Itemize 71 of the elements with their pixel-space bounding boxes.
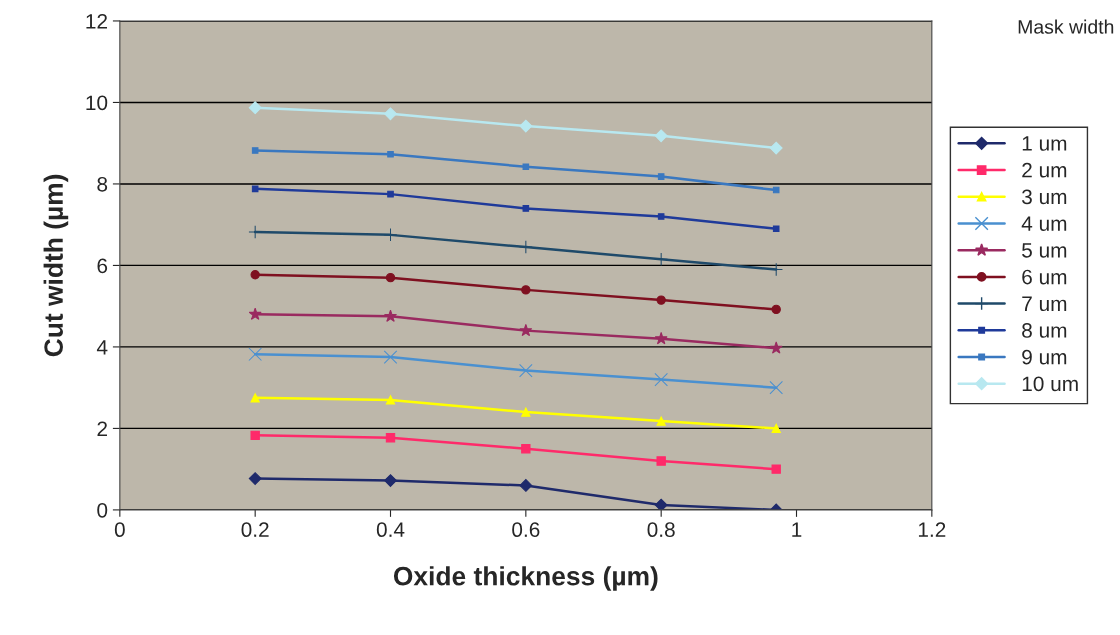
y-tick-label: 12 — [86, 13, 107, 29]
point — [522, 205, 530, 212]
point — [519, 119, 533, 133]
legend-label: 10 um — [1022, 376, 1078, 392]
point — [657, 173, 665, 180]
point — [384, 107, 397, 121]
legend-label: 7 um — [1022, 296, 1067, 312]
y-tick-label: 6 — [97, 258, 108, 274]
y-tick-label: 10 — [86, 95, 108, 111]
x-axis-title: Oxide thickness (µm) — [393, 566, 658, 591]
legend-label: 8 um — [1022, 323, 1067, 338]
legend-label: 5 um — [1022, 243, 1067, 258]
legend-label: 6 um — [1022, 269, 1067, 285]
point — [385, 272, 396, 283]
point — [656, 295, 666, 305]
point — [657, 213, 665, 220]
legend-label: 9 um — [1022, 349, 1067, 365]
point — [384, 309, 397, 322]
point — [654, 498, 668, 510]
x-tick-label: 0 — [114, 522, 125, 538]
legend-title: Mask width — [1018, 19, 1114, 34]
point — [772, 186, 780, 194]
y-tick-label: 2 — [97, 421, 107, 436]
point — [384, 474, 397, 487]
point — [383, 228, 398, 242]
point — [521, 285, 531, 295]
x-tick-label: 1.2 — [918, 522, 946, 537]
point — [251, 147, 259, 154]
point — [383, 350, 398, 364]
point — [385, 395, 396, 405]
point — [654, 129, 668, 143]
point — [248, 101, 262, 115]
point — [769, 141, 783, 155]
y-axis-title: Cut width (µm) — [43, 174, 69, 357]
point — [771, 464, 781, 474]
point — [248, 472, 262, 485]
point — [385, 433, 396, 443]
point — [519, 323, 533, 337]
legend-label: 1 um — [1022, 136, 1067, 151]
legend-label: 2 um — [1022, 162, 1067, 178]
legend-label: 3 um — [1022, 189, 1067, 205]
point — [654, 372, 668, 387]
point — [521, 444, 531, 454]
point — [771, 423, 781, 434]
y-tick-label: 8 — [97, 176, 108, 192]
point — [387, 150, 394, 158]
point — [519, 363, 533, 378]
point — [656, 416, 666, 426]
point — [772, 225, 780, 233]
x-tick-label: 0.8 — [647, 522, 675, 538]
point — [769, 380, 783, 395]
point — [248, 347, 262, 362]
y-tick-label: 0 — [97, 502, 108, 518]
y-tick-label: 4 — [96, 340, 108, 355]
point — [769, 341, 783, 354]
point — [387, 190, 394, 198]
point — [654, 332, 668, 345]
point — [656, 456, 666, 466]
x-tick-label: 0.6 — [512, 522, 540, 538]
point — [248, 307, 262, 320]
legend-label: 4 um — [1021, 216, 1067, 231]
point — [250, 270, 260, 280]
x-tick-label: 0.4 — [376, 522, 405, 538]
point — [250, 430, 260, 441]
point — [519, 479, 533, 492]
point — [519, 240, 533, 254]
x-tick-label: 1 — [792, 522, 802, 537]
point — [521, 407, 531, 417]
point — [250, 393, 260, 403]
x-tick-label: 0.2 — [241, 522, 269, 538]
point — [771, 304, 781, 315]
